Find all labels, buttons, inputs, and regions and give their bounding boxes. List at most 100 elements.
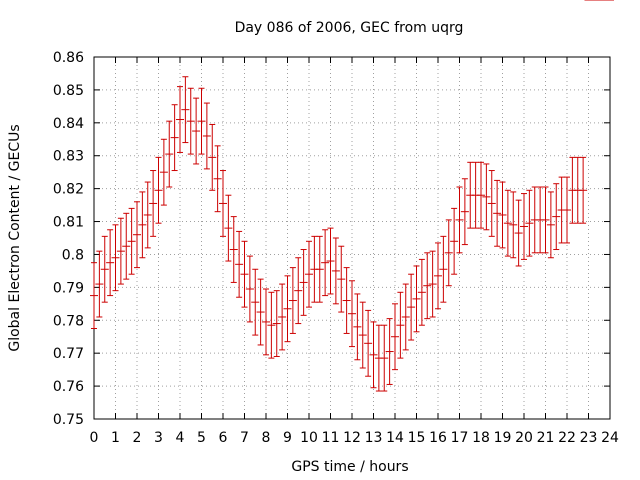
- error-bar-point: [369, 321, 378, 389]
- error-bar-point: [288, 267, 297, 334]
- error-bar-point: [208, 123, 217, 191]
- x-tick-label: 21: [537, 430, 555, 446]
- x-tick-label: 14: [386, 430, 404, 446]
- y-tick-label: 0.86: [53, 50, 84, 66]
- error-bar-point: [202, 102, 211, 170]
- error-bar-point: [455, 186, 464, 254]
- error-bar-point: [417, 258, 426, 326]
- x-tick-labels: 0 1 2 3 4 5 6 7 8 9 10 11 12 13 14 15 16 17 18 19 20 21 22 23 24: [90, 430, 619, 446]
- error-bar-point: [482, 163, 491, 231]
- error-bar-point: [181, 76, 190, 144]
- grid-lines: [94, 57, 610, 419]
- data-series: [90, 0, 614, 392]
- x-tick-label: 5: [197, 430, 206, 446]
- x-tick-label: 12: [343, 430, 361, 446]
- y-tick-label: 0.76: [53, 379, 84, 395]
- error-bar-point: [106, 229, 115, 297]
- error-bar-point: [444, 219, 453, 287]
- error-bar-point: [122, 212, 131, 280]
- error-bar-point: [305, 240, 313, 308]
- x-tick-label: 16: [429, 430, 447, 446]
- x-tick-label: 18: [472, 430, 490, 446]
- error-bar-point: [460, 178, 469, 246]
- error-bar-point: [348, 280, 356, 348]
- y-tick-label: 0.84: [53, 116, 84, 132]
- error-bar-point: [385, 318, 394, 385]
- error-bar-point: [568, 156, 577, 224]
- error-bar-point: [170, 104, 179, 172]
- error-bar-point: [224, 194, 233, 262]
- x-tick-label: 20: [515, 430, 533, 446]
- error-bar-point: [111, 224, 120, 292]
- axis-ticks: [93, 56, 611, 420]
- error-bar-point: [186, 87, 195, 155]
- x-tick-label: 6: [219, 430, 228, 446]
- error-bar-point: [240, 240, 249, 308]
- error-bar-point: [272, 290, 281, 357]
- y-tick-label: 0.83: [53, 149, 84, 165]
- error-bar-point: [229, 216, 238, 283]
- error-bar-point: [498, 181, 507, 249]
- error-bar-point: [219, 170, 227, 237]
- error-bar-point: [116, 217, 125, 285]
- y-tick-label: 0.85: [53, 83, 84, 99]
- error-bar-point: [439, 235, 448, 303]
- error-bar-point: [90, 262, 98, 329]
- x-tick-label: 17: [451, 430, 469, 446]
- x-tick-label: 23: [580, 430, 598, 446]
- x-tick-label: 8: [262, 430, 271, 446]
- error-bar-point: [256, 278, 265, 346]
- error-bar-point: [407, 273, 416, 341]
- error-bar-point: [262, 288, 270, 356]
- error-bar-point: [520, 193, 528, 260]
- y-tick-label: 0.82: [53, 182, 84, 198]
- error-bar-point: [251, 268, 260, 336]
- error-bar-point: [154, 156, 163, 224]
- error-bar-point: [176, 86, 184, 153]
- error-bar-point: [514, 199, 523, 267]
- error-bar-point: [391, 303, 399, 371]
- error-bar-point: [552, 183, 561, 251]
- error-bar-point: [487, 170, 496, 237]
- x-tick-label: 11: [322, 430, 340, 446]
- error-bar-point: [337, 245, 346, 313]
- y-tick-label: 0.79: [53, 280, 84, 296]
- error-bar-point: [315, 235, 324, 303]
- error-bar-point: [235, 230, 244, 298]
- error-bar-point: [503, 189, 512, 257]
- x-tick-label: 10: [300, 430, 318, 446]
- error-bar-point: [213, 145, 222, 213]
- error-bar-point: [450, 207, 459, 275]
- error-bar-point: [477, 161, 485, 229]
- error-bar-point: [493, 179, 502, 247]
- error-bar-point: [197, 87, 206, 155]
- x-tick-label: 22: [558, 430, 576, 446]
- error-bar-point: [374, 324, 383, 392]
- error-bar-point: [541, 186, 550, 254]
- x-tick-label: 24: [601, 430, 619, 446]
- error-bar-point: [434, 242, 442, 310]
- y-tick-label: 0.81: [53, 215, 84, 231]
- error-bar-point: [525, 189, 534, 257]
- y-axis-label: Global Electron Content / GECUs: [7, 124, 23, 351]
- y-tick-label: 0.8: [62, 247, 84, 263]
- error-bar-point: [299, 249, 308, 316]
- error-bar-point: [579, 156, 588, 224]
- error-bar-point: [267, 291, 276, 359]
- error-bar-point: [396, 291, 405, 359]
- error-bar-point: [546, 191, 555, 259]
- error-bar-point: [563, 176, 571, 244]
- error-bar-point: [321, 229, 330, 297]
- y-tick-label: 0.77: [53, 346, 84, 362]
- error-bar-point: [342, 267, 351, 334]
- y-tick-labels: 0.75 0.76 0.77 0.78 0.79 0.8 0.81 0.82 0.83 0.84 0…: [53, 50, 84, 428]
- error-bar-point: [573, 156, 582, 224]
- error-bar-point: [133, 201, 141, 269]
- error-bar-point: [423, 252, 432, 320]
- y-tick-label: 0.75: [53, 412, 84, 428]
- error-bar-point: [353, 293, 362, 361]
- error-bar-point: [380, 324, 389, 392]
- x-tick-label: 0: [90, 430, 99, 446]
- x-tick-label: 9: [283, 430, 292, 446]
